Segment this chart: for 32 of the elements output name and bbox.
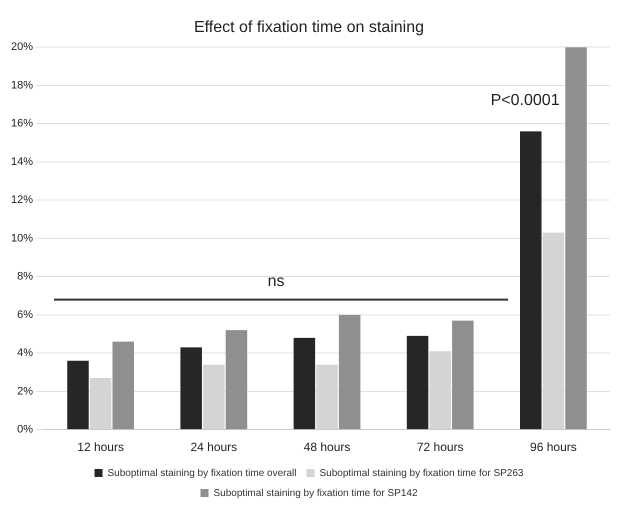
bar xyxy=(338,314,360,430)
x-tick-label: 48 hours xyxy=(304,440,350,454)
y-tick-label: 2% xyxy=(17,385,34,398)
ref-line-label: ns xyxy=(268,272,285,290)
bar xyxy=(226,330,248,430)
bar xyxy=(180,347,202,430)
y-tick-label: 12% xyxy=(10,194,34,206)
y-tick-label: 6% xyxy=(17,308,34,321)
bar xyxy=(406,336,428,430)
legend-label: Suboptimal staining by fixation time for SP263 xyxy=(319,468,524,479)
legend-label: Suboptimal staining by fixation time for SP142 xyxy=(214,488,418,499)
bar xyxy=(294,338,316,430)
bar xyxy=(520,131,542,430)
y-tick-label: 10% xyxy=(10,232,34,244)
chart-title: Effect of fixation time on staining xyxy=(194,19,424,36)
y-tick-label: 20% xyxy=(10,41,34,54)
y-tick-label: 0% xyxy=(17,424,34,436)
bar xyxy=(565,47,587,430)
y-tick-label: 4% xyxy=(17,347,34,360)
bar xyxy=(452,320,474,430)
bar xyxy=(112,342,134,430)
x-tick-label: 96 hours xyxy=(530,440,577,454)
annotation: P<0.0001 xyxy=(490,92,560,110)
y-tick-label: 14% xyxy=(10,156,34,168)
y-tick-label: 8% xyxy=(17,270,34,283)
legend-label: Suboptimal staining by fixation time overall xyxy=(108,468,296,479)
x-tick-label: 12 hours xyxy=(77,440,124,454)
y-tick-label: 18% xyxy=(10,79,34,92)
x-tick-label: 24 hours xyxy=(190,440,238,454)
y-tick-label: 16% xyxy=(10,118,34,130)
x-tick-label: 72 hours xyxy=(416,440,464,454)
bar xyxy=(67,360,89,430)
